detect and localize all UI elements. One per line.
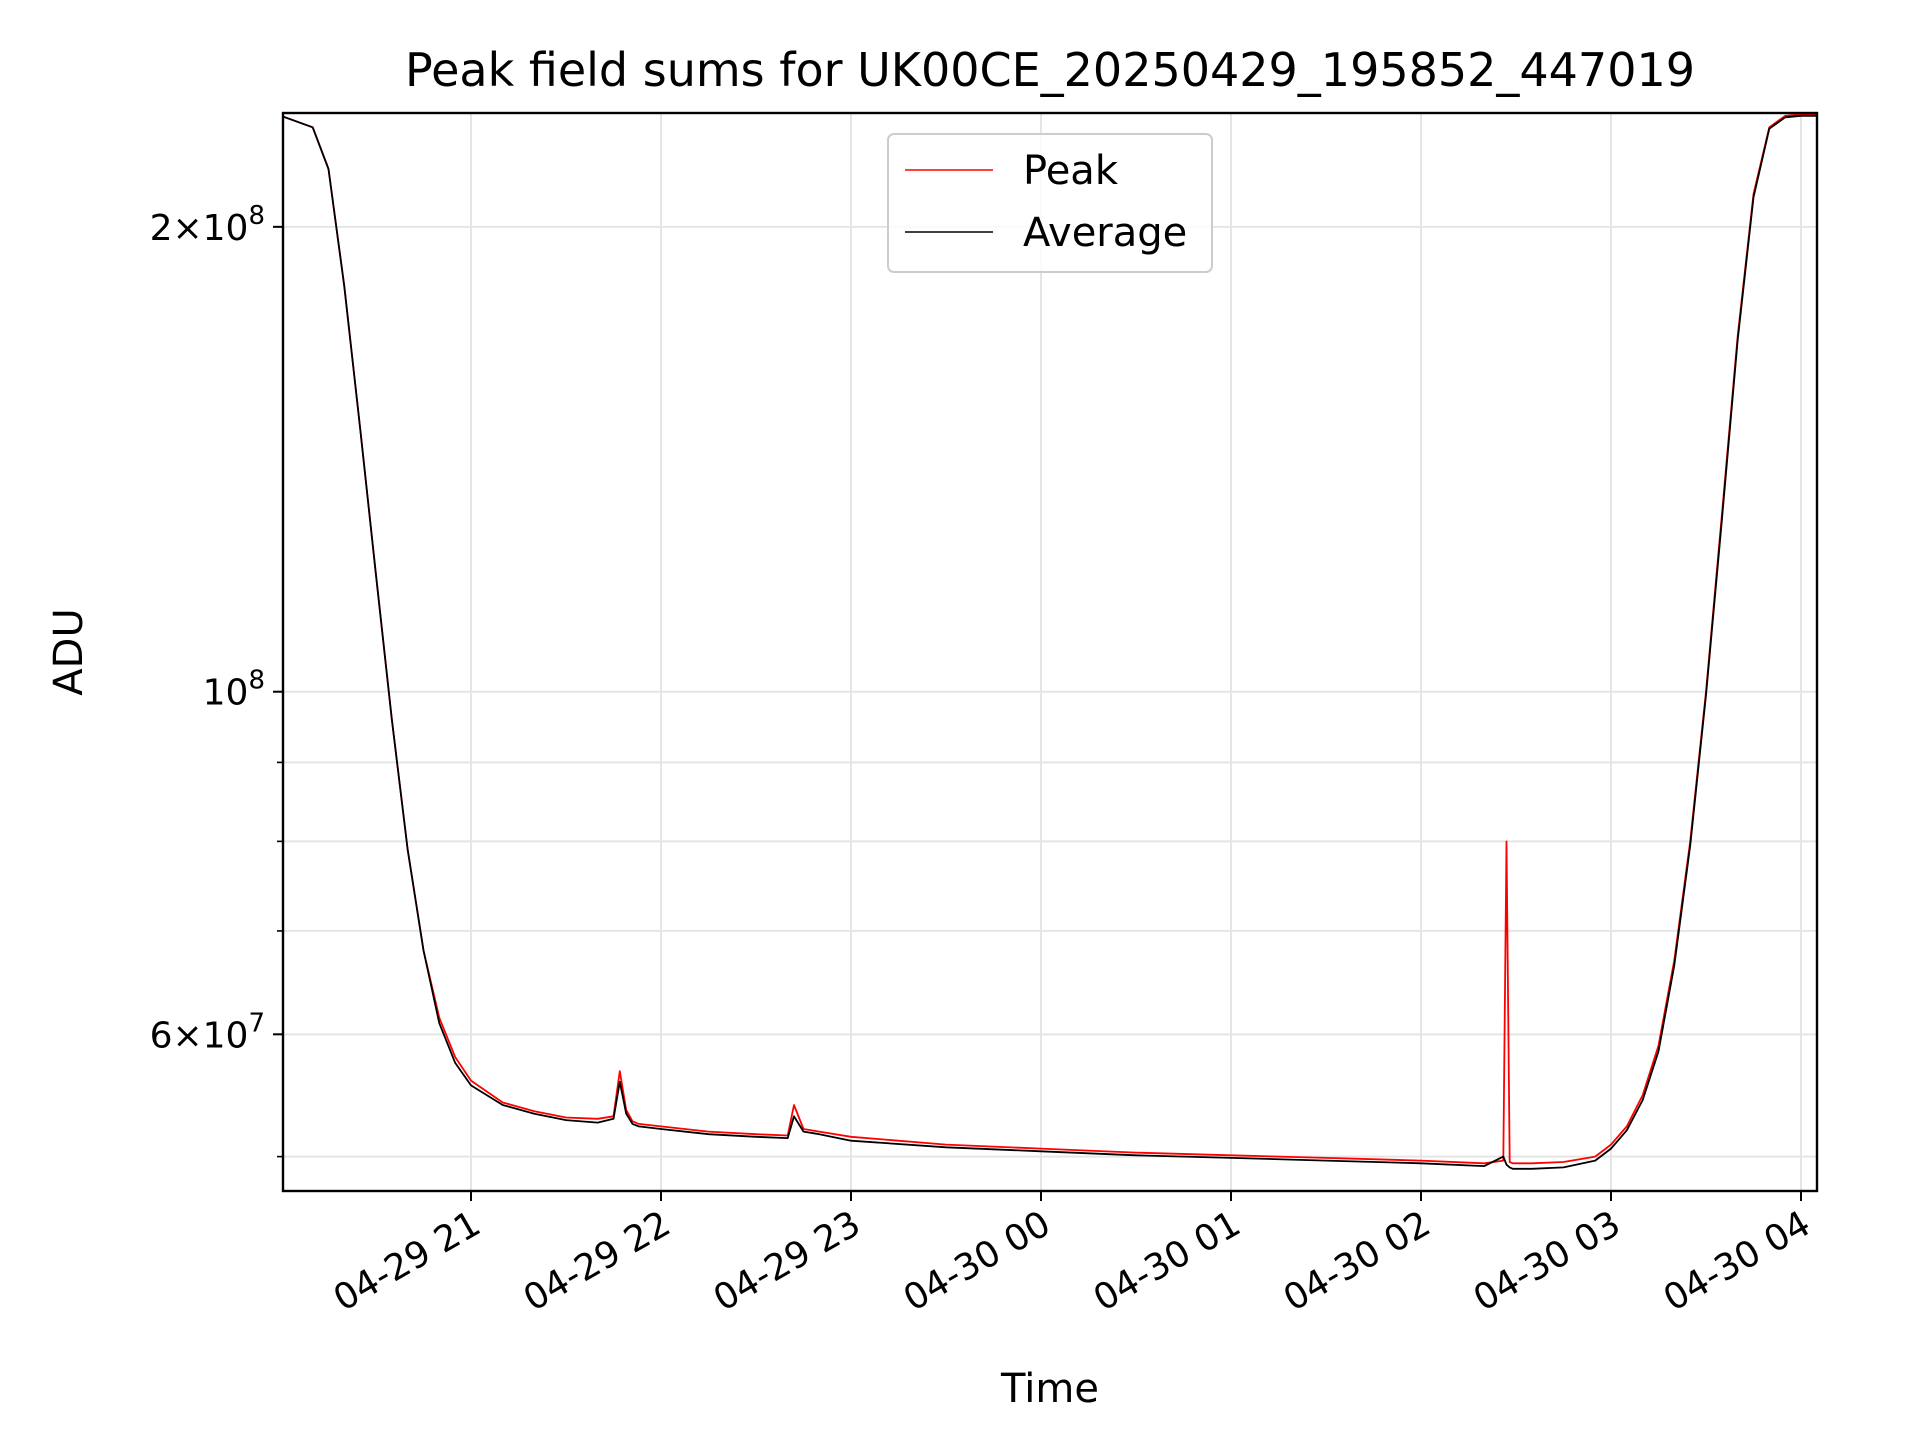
y-axis-label: ADU — [46, 608, 92, 695]
y-tick-label: 2×108 — [150, 201, 265, 249]
legend-label-average: Average — [1023, 210, 1187, 256]
legend-box — [887, 133, 1213, 273]
y-tick-label: 108 — [203, 666, 265, 714]
series-line-peak — [283, 113, 1817, 1165]
plot-area — [283, 113, 1817, 1170]
legend: Peak Average — [887, 133, 1213, 273]
series-line-average — [283, 114, 1817, 1170]
axes-frame — [281, 111, 1819, 1193]
x-axis-label: Time — [1000, 1366, 1099, 1412]
chart-title: Peak field sums for UK00CE_20250429_1958… — [405, 43, 1695, 97]
y-tick-label: 6×107 — [150, 1008, 265, 1056]
grid — [283, 113, 1817, 1191]
legend-label-peak: Peak — [1023, 148, 1119, 194]
